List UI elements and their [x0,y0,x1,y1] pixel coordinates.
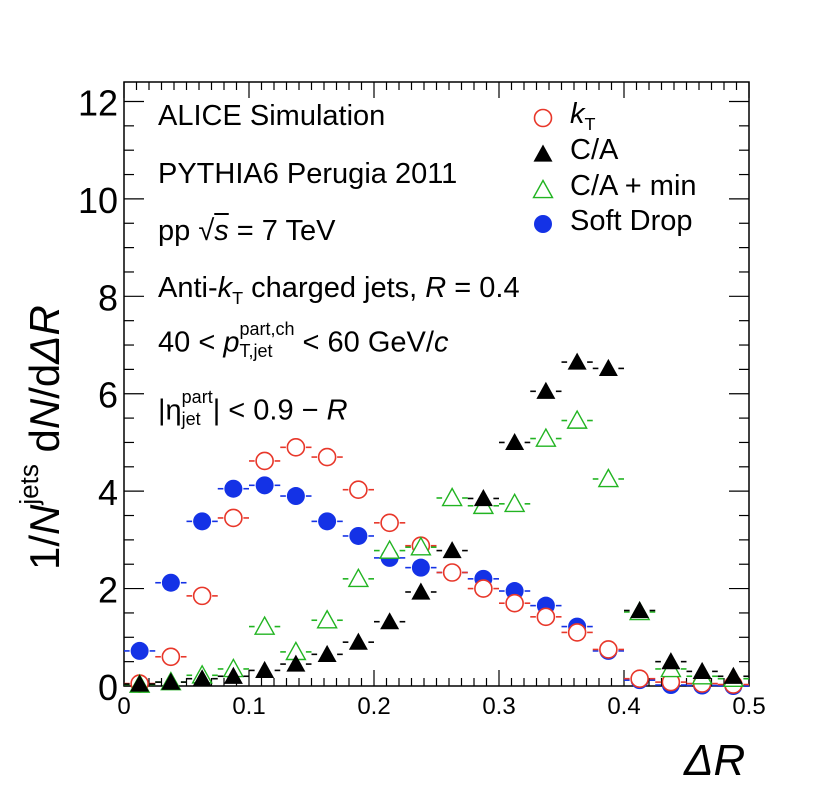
series-c-a-min [124,409,749,693]
data-point [505,593,524,613]
data-point [598,358,618,377]
data-point [410,536,432,556]
data-point [661,652,681,670]
data-point [723,666,743,684]
y-tick-label: 12 [78,82,118,123]
y-axis-title: 1/Njets dN/dΔR [14,305,68,570]
legend-label-soft-drop: Soft Drop [570,205,693,237]
data-point [441,487,463,507]
x-tick-label: 0.2 [357,693,390,720]
data-point [161,647,181,667]
data-point [286,487,305,506]
x-tick-label: 0.1 [232,693,265,720]
data-point [630,601,650,619]
x-tick-label: 0.4 [607,693,640,720]
annotation-jet-definition: Anti-kT charged jets, R = 0.4 [158,272,520,308]
data-point [255,660,275,679]
data-point [130,674,150,692]
y-tick-label: 10 [78,180,118,221]
series-c-a [124,352,749,692]
data-point [567,352,587,370]
axis-ticks [123,82,750,687]
data-point [255,451,274,471]
annotation-pt-range: 40 < p part,ch T,jet < 60 GeV/c [158,319,449,361]
data-point [348,632,368,650]
y-tick-label: 8 [98,277,118,318]
data-point [347,567,370,588]
x-tick-label: 0 [117,693,130,720]
data-point [442,541,462,559]
legend-label-ca-min: C/A + min [570,170,697,202]
data-point [378,539,401,559]
legend-label-kt: kT [570,98,596,134]
data-point [597,468,620,488]
data-point [599,640,618,659]
data-point [192,586,212,606]
data-points [124,352,749,695]
data-point [224,508,243,528]
data-point [535,427,557,447]
y-tick-label: 4 [98,472,118,513]
data-point [161,672,181,690]
data-point [193,512,212,531]
legend-marker [532,179,554,199]
x-tick-label: 0.5 [732,693,765,720]
annotation-eta-cut: |η part jet | < 0.9 − R [158,387,348,429]
data-point [442,563,462,582]
legend-label-ca: C/A [570,134,619,166]
data-point [192,669,212,687]
data-point [566,409,588,429]
data-point [536,607,556,627]
legend-markers [532,108,554,233]
legend-marker [533,144,553,162]
series-k-t [124,438,749,694]
data-point [318,512,337,531]
data-point [349,526,368,545]
data-point [567,623,587,642]
data-point [503,492,526,513]
axis-tick-labels: 0 0.1 0.2 0.3 0.4 0.5 0 2 4 6 8 10 12 [78,82,766,720]
data-point [411,558,430,577]
data-point [224,479,243,498]
data-point [286,438,306,457]
data-point [505,432,525,451]
data-point [317,644,337,662]
annotation-pythia: PYTHIA6 Perugia 2011 [158,158,458,190]
y-tick-label: 6 [98,375,118,416]
data-point [536,381,556,399]
data-point [474,579,493,598]
data-point [161,573,180,592]
data-point [253,615,276,635]
annotation-energy: pp √s = 7 TeV [158,215,336,247]
data-point [411,582,431,600]
data-point [317,447,337,467]
data-point [380,612,400,630]
annotation-alice-simulation: ALICE Simulation [158,100,386,132]
data-point [286,654,306,672]
legend-marker [534,215,552,233]
data-point [380,513,399,533]
data-point [630,669,649,688]
data-point [223,666,243,684]
data-point [692,661,712,679]
data-point [473,488,493,507]
legend-marker [533,108,553,128]
y-tick-label: 2 [98,570,118,611]
data-point [316,609,338,629]
data-point [255,476,274,495]
data-point [130,641,149,660]
y-tick-label: 0 [98,667,118,708]
data-point [349,480,368,500]
x-tick-label: 0.3 [482,693,515,720]
x-axis-title: ΔR [684,736,746,785]
